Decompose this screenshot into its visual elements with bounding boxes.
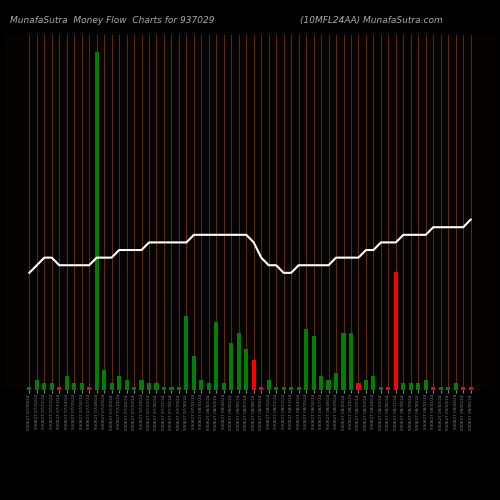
Bar — [416, 383, 420, 390]
Bar — [402, 383, 406, 390]
Bar — [214, 322, 218, 390]
Bar — [454, 383, 458, 390]
Bar — [35, 380, 39, 390]
Bar — [304, 329, 308, 390]
Text: MunafaSutra  Money Flow  Charts for 937029: MunafaSutra Money Flow Charts for 937029 — [10, 16, 214, 25]
Bar — [184, 316, 188, 390]
Bar — [252, 360, 256, 390]
Bar — [42, 383, 46, 390]
Bar — [162, 386, 166, 390]
Bar — [461, 386, 465, 390]
Bar — [394, 272, 398, 390]
Bar — [94, 52, 98, 390]
Bar — [266, 380, 271, 390]
Bar — [117, 376, 121, 390]
Bar — [200, 380, 203, 390]
Bar — [334, 373, 338, 390]
Bar — [170, 386, 173, 390]
Bar — [154, 383, 158, 390]
Bar — [468, 386, 472, 390]
Bar — [356, 383, 360, 390]
Bar — [229, 342, 234, 390]
Bar — [319, 376, 323, 390]
Bar — [372, 376, 376, 390]
Bar — [177, 386, 181, 390]
Bar — [124, 380, 128, 390]
Bar — [349, 332, 353, 390]
Bar — [64, 376, 69, 390]
Bar — [222, 383, 226, 390]
Bar — [110, 383, 114, 390]
Bar — [236, 332, 241, 390]
Bar — [50, 383, 54, 390]
Bar — [147, 383, 151, 390]
Bar — [57, 386, 62, 390]
Bar — [80, 383, 84, 390]
Bar — [438, 386, 443, 390]
Bar — [87, 386, 91, 390]
Bar — [282, 386, 286, 390]
Text: (10MFL24AA) MunafaSutra.com: (10MFL24AA) MunafaSutra.com — [300, 16, 443, 25]
Bar — [140, 380, 143, 390]
Bar — [386, 386, 390, 390]
Bar — [207, 383, 211, 390]
Bar — [102, 370, 106, 390]
Bar — [132, 386, 136, 390]
Bar — [296, 386, 300, 390]
Bar — [244, 350, 248, 390]
Bar — [431, 386, 436, 390]
Bar — [192, 356, 196, 390]
Bar — [289, 386, 293, 390]
Bar — [364, 380, 368, 390]
Bar — [259, 386, 264, 390]
Bar — [72, 383, 76, 390]
Bar — [274, 386, 278, 390]
Bar — [379, 386, 383, 390]
Bar — [326, 380, 330, 390]
Bar — [409, 383, 413, 390]
Bar — [424, 380, 428, 390]
Bar — [446, 386, 450, 390]
Bar — [342, 332, 345, 390]
Bar — [312, 336, 316, 390]
Bar — [28, 386, 32, 390]
